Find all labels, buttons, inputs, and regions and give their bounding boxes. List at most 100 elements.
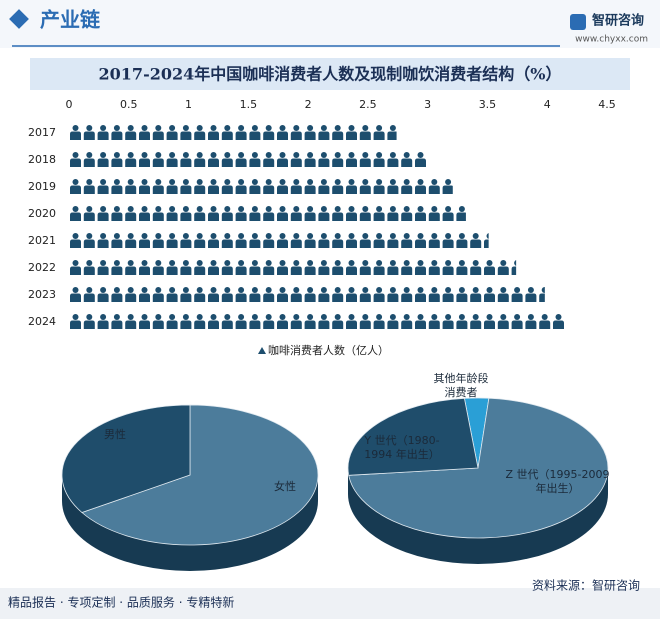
icon-body xyxy=(221,185,233,194)
icon-head xyxy=(72,206,79,212)
icon-head xyxy=(238,233,245,239)
icon-body xyxy=(208,212,219,221)
icon-head xyxy=(155,152,162,158)
icon-body xyxy=(249,185,261,194)
icon-body xyxy=(235,212,247,221)
icon-body xyxy=(304,158,316,167)
icon-head xyxy=(113,179,120,185)
brand: 智研咨询 xyxy=(592,13,644,29)
y-tick-label: 2017 xyxy=(28,126,56,139)
icon-body xyxy=(428,320,440,329)
icon-head xyxy=(334,314,341,320)
icon-head xyxy=(348,125,355,131)
icon-body xyxy=(263,185,275,194)
icon-head xyxy=(100,314,107,320)
icon-head xyxy=(86,287,93,293)
icon-head xyxy=(196,314,203,320)
icon-head xyxy=(320,125,327,131)
icon-head xyxy=(279,260,286,266)
icon-body xyxy=(166,212,178,221)
icon-head xyxy=(458,260,465,266)
icon-head xyxy=(141,152,148,158)
icon-body xyxy=(442,293,454,302)
icon-body xyxy=(194,320,206,329)
bar xyxy=(70,179,453,194)
icon-head xyxy=(265,125,272,131)
icon-body xyxy=(332,131,344,140)
icon-head xyxy=(169,152,176,158)
icon-body xyxy=(125,185,137,194)
icon-head xyxy=(196,125,203,131)
icon-head xyxy=(293,233,300,239)
icon-body xyxy=(235,320,247,329)
icon-head xyxy=(86,152,93,158)
icon-body xyxy=(97,266,109,275)
slice-label: 女性 xyxy=(274,480,296,493)
icon-head xyxy=(155,125,162,131)
x-tick-label: 2 xyxy=(305,98,312,111)
icon-head xyxy=(86,314,93,320)
icon-body xyxy=(332,212,344,221)
icon-body xyxy=(359,158,371,167)
icon-head xyxy=(293,314,300,320)
icon-head xyxy=(500,314,507,320)
icon-head xyxy=(251,287,258,293)
icon-body xyxy=(194,131,206,140)
icon-body xyxy=(373,185,385,194)
icon-head xyxy=(196,152,203,158)
header-section: 产业链 xyxy=(40,8,101,32)
icon-head xyxy=(100,206,107,212)
icon-head xyxy=(279,233,286,239)
icon-head xyxy=(500,260,507,266)
icon-body xyxy=(318,131,330,140)
icon-body xyxy=(373,320,385,329)
icon-head xyxy=(251,152,258,158)
icon-head xyxy=(141,233,148,239)
x-tick-label: 3 xyxy=(424,98,431,111)
icon-body xyxy=(125,293,137,302)
icon-head xyxy=(376,233,383,239)
icon-body xyxy=(263,266,275,275)
icon-body xyxy=(152,293,164,302)
icon-body xyxy=(511,293,523,302)
icon-body xyxy=(484,320,495,329)
icon-head xyxy=(141,179,148,185)
icon-head xyxy=(169,179,176,185)
icon-head xyxy=(555,314,562,320)
icon-body xyxy=(373,239,385,248)
icon-head xyxy=(155,287,162,293)
icon-head xyxy=(155,314,162,320)
icon-body xyxy=(332,185,344,194)
icon-head xyxy=(238,287,245,293)
icon-head xyxy=(320,233,327,239)
slice-label: 男性 xyxy=(104,428,126,441)
icon-body xyxy=(387,212,399,221)
icon-body xyxy=(152,266,164,275)
icon-body xyxy=(208,158,219,167)
icon-body xyxy=(166,185,178,194)
icon-body xyxy=(359,293,371,302)
icon-body xyxy=(83,185,95,194)
icon-body xyxy=(97,239,109,248)
icon-head xyxy=(376,125,383,131)
icon-body xyxy=(359,320,371,329)
y-tick-label: 2019 xyxy=(28,180,56,193)
icon-body xyxy=(235,158,247,167)
icon-body xyxy=(152,131,164,140)
icon-head xyxy=(362,206,369,212)
icon-head xyxy=(569,314,575,320)
icon-body xyxy=(442,239,454,248)
icon-body xyxy=(83,239,95,248)
icon-body xyxy=(359,185,371,194)
icon-body xyxy=(180,158,192,167)
icon-head xyxy=(113,260,120,266)
icon-head xyxy=(127,206,134,212)
icon-head xyxy=(182,287,189,293)
icon-head xyxy=(279,125,286,131)
icon-head xyxy=(141,206,148,212)
icon-body xyxy=(373,212,385,221)
icon-body xyxy=(139,158,150,167)
icon-body xyxy=(442,212,454,221)
icon-body xyxy=(470,293,482,302)
bar xyxy=(70,152,426,167)
